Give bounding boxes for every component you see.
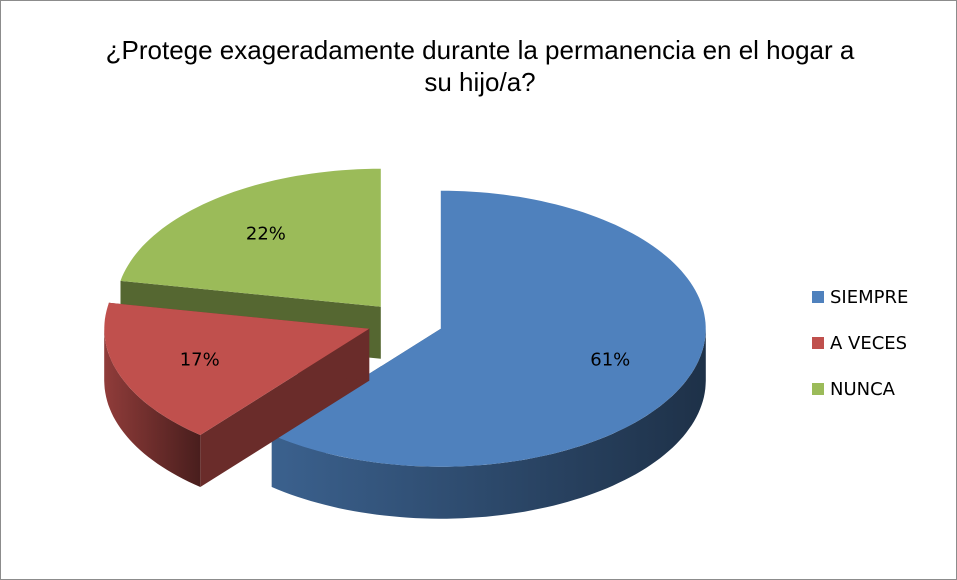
slice-wall xyxy=(104,328,201,487)
legend-swatch xyxy=(812,291,824,303)
slice-wall xyxy=(271,328,706,519)
legend-label: SIEMPRE xyxy=(830,287,908,308)
legend-label: A VECES xyxy=(830,333,907,354)
slice-top xyxy=(120,168,381,307)
slice-top xyxy=(104,302,370,435)
data-label: 22% xyxy=(246,223,286,244)
legend-swatch xyxy=(812,383,824,395)
pie-slice xyxy=(271,190,706,519)
legend-swatch xyxy=(812,337,824,349)
slice-top xyxy=(271,190,706,467)
legend-label: NUNCA xyxy=(830,379,896,400)
data-label: 17% xyxy=(180,349,220,370)
pie-slice xyxy=(104,302,370,487)
data-label: 61% xyxy=(590,349,630,370)
chart-title: ¿Protege exageradamente durante la perma… xyxy=(105,35,855,97)
